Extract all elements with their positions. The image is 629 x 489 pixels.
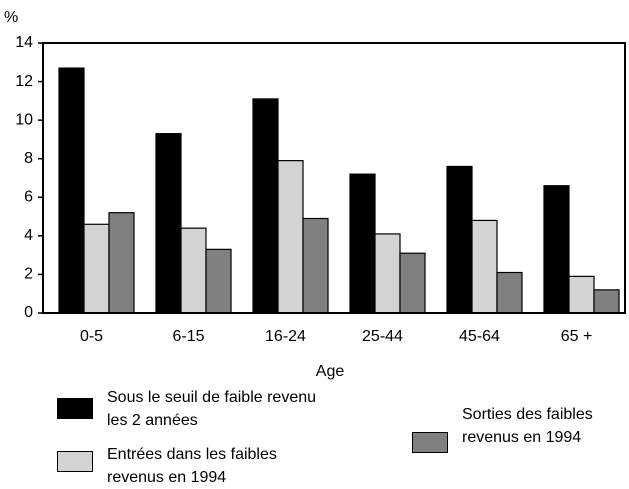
- legend-item: Entrées dans les faibles revenus en 1994: [57, 443, 357, 489]
- legend-label: Sorties des faibles revenus en 1994: [462, 406, 593, 446]
- y-tick-label: 6: [24, 189, 33, 206]
- x-tick-label: 25-44: [362, 328, 403, 345]
- plot-frame: [42, 42, 626, 314]
- bar: [155, 133, 182, 314]
- legend-swatch: [412, 432, 448, 453]
- bar: [252, 98, 279, 314]
- bar: [593, 289, 620, 314]
- bar: [568, 275, 595, 314]
- bar: [302, 217, 329, 314]
- y-tick-label: 12: [15, 73, 33, 90]
- x-tick-label: 6-15: [172, 328, 204, 345]
- bar: [205, 248, 232, 314]
- legend-item: Sorties des faibles revenus en 1994: [412, 403, 627, 453]
- x-tick-label: 45-64: [459, 328, 500, 345]
- bar: [446, 165, 473, 314]
- bar: [58, 67, 85, 314]
- y-tick-label: 8: [24, 150, 33, 167]
- y-tick-label: 2: [24, 266, 33, 283]
- legend-label: Sous le seuil de faible revenu les 2 ann…: [107, 389, 317, 429]
- x-axis-label: Age: [316, 363, 345, 380]
- bar: [83, 223, 110, 314]
- y-unit: %: [4, 9, 18, 26]
- x-tick-label: 16-24: [265, 328, 306, 345]
- y-tick-label: 10: [15, 111, 33, 128]
- legend-label: Entrées dans les faibles revenus en 1994: [107, 446, 277, 486]
- bar: [471, 219, 498, 314]
- bar: [374, 233, 401, 314]
- bar: [277, 160, 304, 314]
- bar: [349, 173, 376, 314]
- legend-swatch: [57, 398, 93, 419]
- bar: [399, 252, 426, 314]
- bar: [108, 212, 135, 314]
- y-tick-label: 0: [24, 304, 33, 321]
- bar: [496, 271, 523, 314]
- bar: [543, 185, 570, 314]
- x-tick-label: 65 +: [561, 328, 593, 345]
- legend-item: Sous le seuil de faible revenu les 2 ann…: [57, 386, 317, 432]
- y-tick-label: 4: [24, 227, 33, 244]
- bar: [180, 227, 207, 314]
- y-tick-label: 14: [15, 34, 33, 51]
- legend-swatch: [57, 451, 93, 472]
- x-tick-label: 0-5: [80, 328, 103, 345]
